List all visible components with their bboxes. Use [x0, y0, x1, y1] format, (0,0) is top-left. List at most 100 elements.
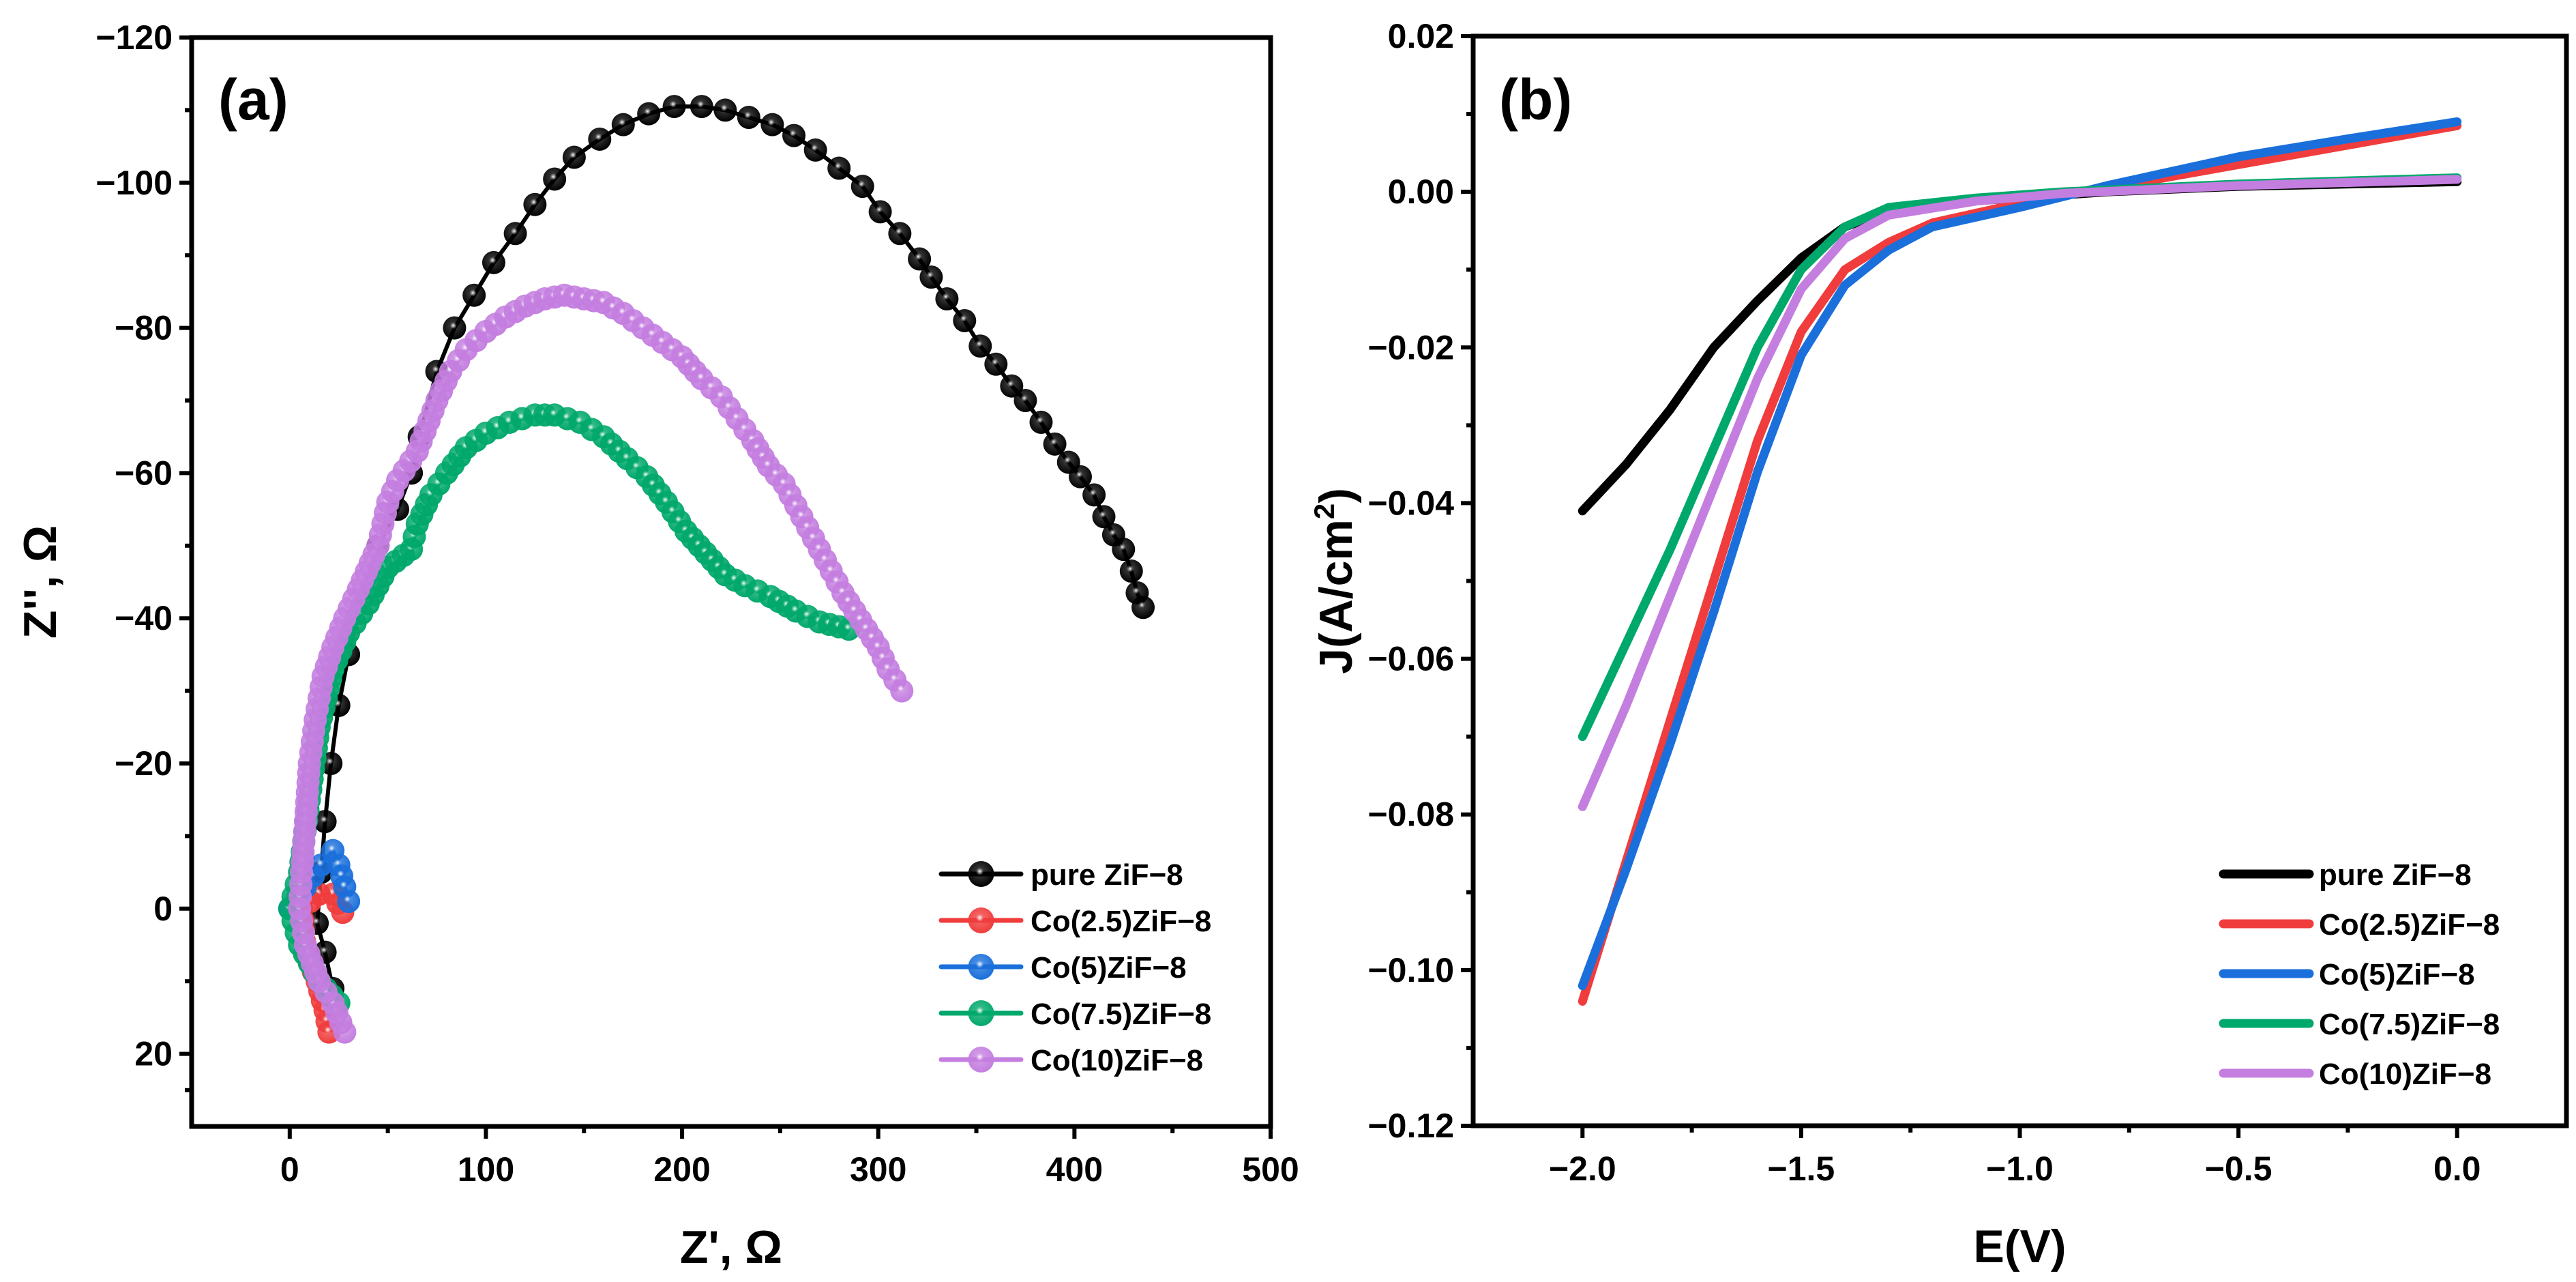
- x-tick-label: 400: [1046, 1150, 1103, 1189]
- data-point: [313, 810, 337, 834]
- legend-item: Co(5)ZiF−8: [938, 951, 1187, 985]
- data-point: [1131, 596, 1155, 620]
- series-line: [1578, 121, 2462, 1006]
- data-point: [462, 283, 486, 307]
- data-point: [908, 247, 932, 271]
- y-tick-label: 0: [153, 890, 173, 928]
- data-point: [443, 316, 467, 340]
- data-point: [935, 287, 959, 311]
- y-tick-label: −40: [115, 599, 173, 637]
- data-point: [890, 679, 914, 703]
- legend-item: Co(5)ZiF−8: [2219, 958, 2475, 991]
- x-axis-title: Z', Ω: [680, 1221, 782, 1273]
- panel-b-polarization: −2.0 −1.5 −1.0 −0.5 0.0 0.02 0.00 −0.02 −0.04 −0.…: [1308, 17, 2569, 1272]
- x-tick-label: 0: [280, 1150, 299, 1189]
- legend-item: Co(2.5)ZiF−8: [938, 905, 1211, 938]
- data-point: [637, 102, 661, 126]
- panel-a-eis-nyquist: 0 100 200 300 400 500 −120 −100 −80 −60 −40 −20 0 20 Z…: [14, 18, 1299, 1273]
- legend-label: Co(2.5)ZiF−8: [1031, 905, 1211, 938]
- series-line: [1578, 177, 2462, 516]
- data-point: [1068, 465, 1092, 489]
- data-point: [968, 334, 992, 358]
- data-point: [482, 250, 505, 274]
- legend: pure ZiF−8 Co(2.5)ZiF−8 Co(5)ZiF−8 Co(7.5)Z…: [938, 858, 1211, 1077]
- data-point: [850, 175, 874, 199]
- x-tick-label: 200: [653, 1150, 710, 1189]
- data-point: [1119, 559, 1143, 583]
- legend-label: pure ZiF−8: [1031, 858, 1183, 892]
- y-tick-label: −0.06: [1367, 640, 1454, 678]
- x-axis-title: E(V): [1974, 1221, 2067, 1272]
- data-point: [1043, 432, 1067, 456]
- y-tick-label: −60: [115, 454, 173, 492]
- legend-item: Co(7.5)ZiF−8: [2219, 1008, 2500, 1041]
- data-point: [868, 200, 892, 224]
- data-point: [888, 222, 912, 246]
- y-tick-label: −0.02: [1367, 328, 1454, 366]
- plot-frame: [189, 35, 1273, 1129]
- data-point: [984, 352, 1008, 376]
- data-point: [1112, 538, 1136, 562]
- data-point: [953, 308, 977, 332]
- y-tick-label: −20: [115, 744, 173, 783]
- x-tick-label: −0.5: [2205, 1150, 2272, 1188]
- y-tick-label: −0.12: [1367, 1107, 1454, 1145]
- data-point: [1092, 505, 1116, 529]
- panel-label: (b): [1499, 68, 1572, 132]
- x-tick-label: 300: [850, 1150, 906, 1189]
- legend-item: Co(2.5)ZiF−8: [2219, 908, 2500, 942]
- data-point: [919, 265, 943, 289]
- data-point: [782, 123, 806, 147]
- legend-item: pure ZiF−8: [2219, 858, 2472, 892]
- series-line: [1578, 173, 2462, 742]
- x-tick-label: −1.5: [1768, 1150, 1835, 1188]
- y-tick-label: 20: [134, 1035, 173, 1073]
- legend-item: Co(10)ZiF−8: [938, 1044, 1203, 1077]
- legend-item: pure ZiF−8: [938, 858, 1183, 892]
- legend-label: Co(5)ZiF−8: [2319, 958, 2475, 991]
- x-tick-label: −2.0: [1549, 1150, 1616, 1188]
- data-point: [562, 145, 586, 169]
- legend-item: Co(10)ZiF−8: [2219, 1058, 2491, 1091]
- legend-label: pure ZiF−8: [2319, 858, 2472, 892]
- legend-label: Co(7.5)ZiF−8: [2319, 1008, 2500, 1041]
- legend-label: Co(10)ZiF−8: [1031, 1044, 1203, 1077]
- data-point: [1029, 410, 1053, 434]
- legend-item: Co(7.5)ZiF−8: [938, 997, 1211, 1031]
- y-tick-label: −80: [115, 309, 173, 347]
- y-tick-label: 0.02: [1388, 17, 1454, 55]
- data-point: [503, 222, 527, 246]
- data-point: [803, 138, 827, 162]
- y-tick-label: −100: [95, 164, 173, 202]
- y-tick-label: 0.00: [1388, 173, 1454, 211]
- y-tick-label: −0.10: [1367, 951, 1454, 989]
- panel-label: (a): [218, 68, 288, 132]
- series-group: [1578, 117, 2462, 1006]
- series-group: [278, 95, 1155, 1044]
- legend-marker: [968, 1047, 994, 1073]
- y-tick-label: −0.08: [1367, 796, 1454, 834]
- x-tick-label: 500: [1242, 1150, 1299, 1189]
- y-axis-title-text: J(A/cm: [1310, 519, 1362, 674]
- y-tick-label: −120: [95, 18, 173, 57]
- legend-label: Co(5)ZiF−8: [1031, 951, 1187, 985]
- data-point: [1082, 483, 1106, 507]
- data-point: [1000, 374, 1024, 398]
- data-point: [713, 98, 737, 122]
- y-axis-title-end: ): [1310, 488, 1362, 504]
- data-point: [690, 95, 713, 119]
- data-point: [1013, 389, 1037, 412]
- series-line: [1578, 175, 2462, 811]
- x-tick-label: 100: [458, 1150, 514, 1189]
- legend-label: Co(7.5)ZiF−8: [1031, 997, 1211, 1031]
- data-point: [588, 127, 612, 151]
- y-tick-label: −0.04: [1367, 484, 1454, 522]
- data-point: [611, 113, 635, 136]
- y-axis-title-sup: 2: [1308, 504, 1340, 519]
- legend-label: Co(2.5)ZiF−8: [2319, 908, 2500, 942]
- legend: pure ZiF−8 Co(2.5)ZiF−8 Co(5)ZiF−8 Co(7.5)Z…: [2219, 858, 2500, 1091]
- data-point: [543, 167, 567, 191]
- series-line: [315, 104, 1145, 989]
- data-point: [523, 192, 547, 216]
